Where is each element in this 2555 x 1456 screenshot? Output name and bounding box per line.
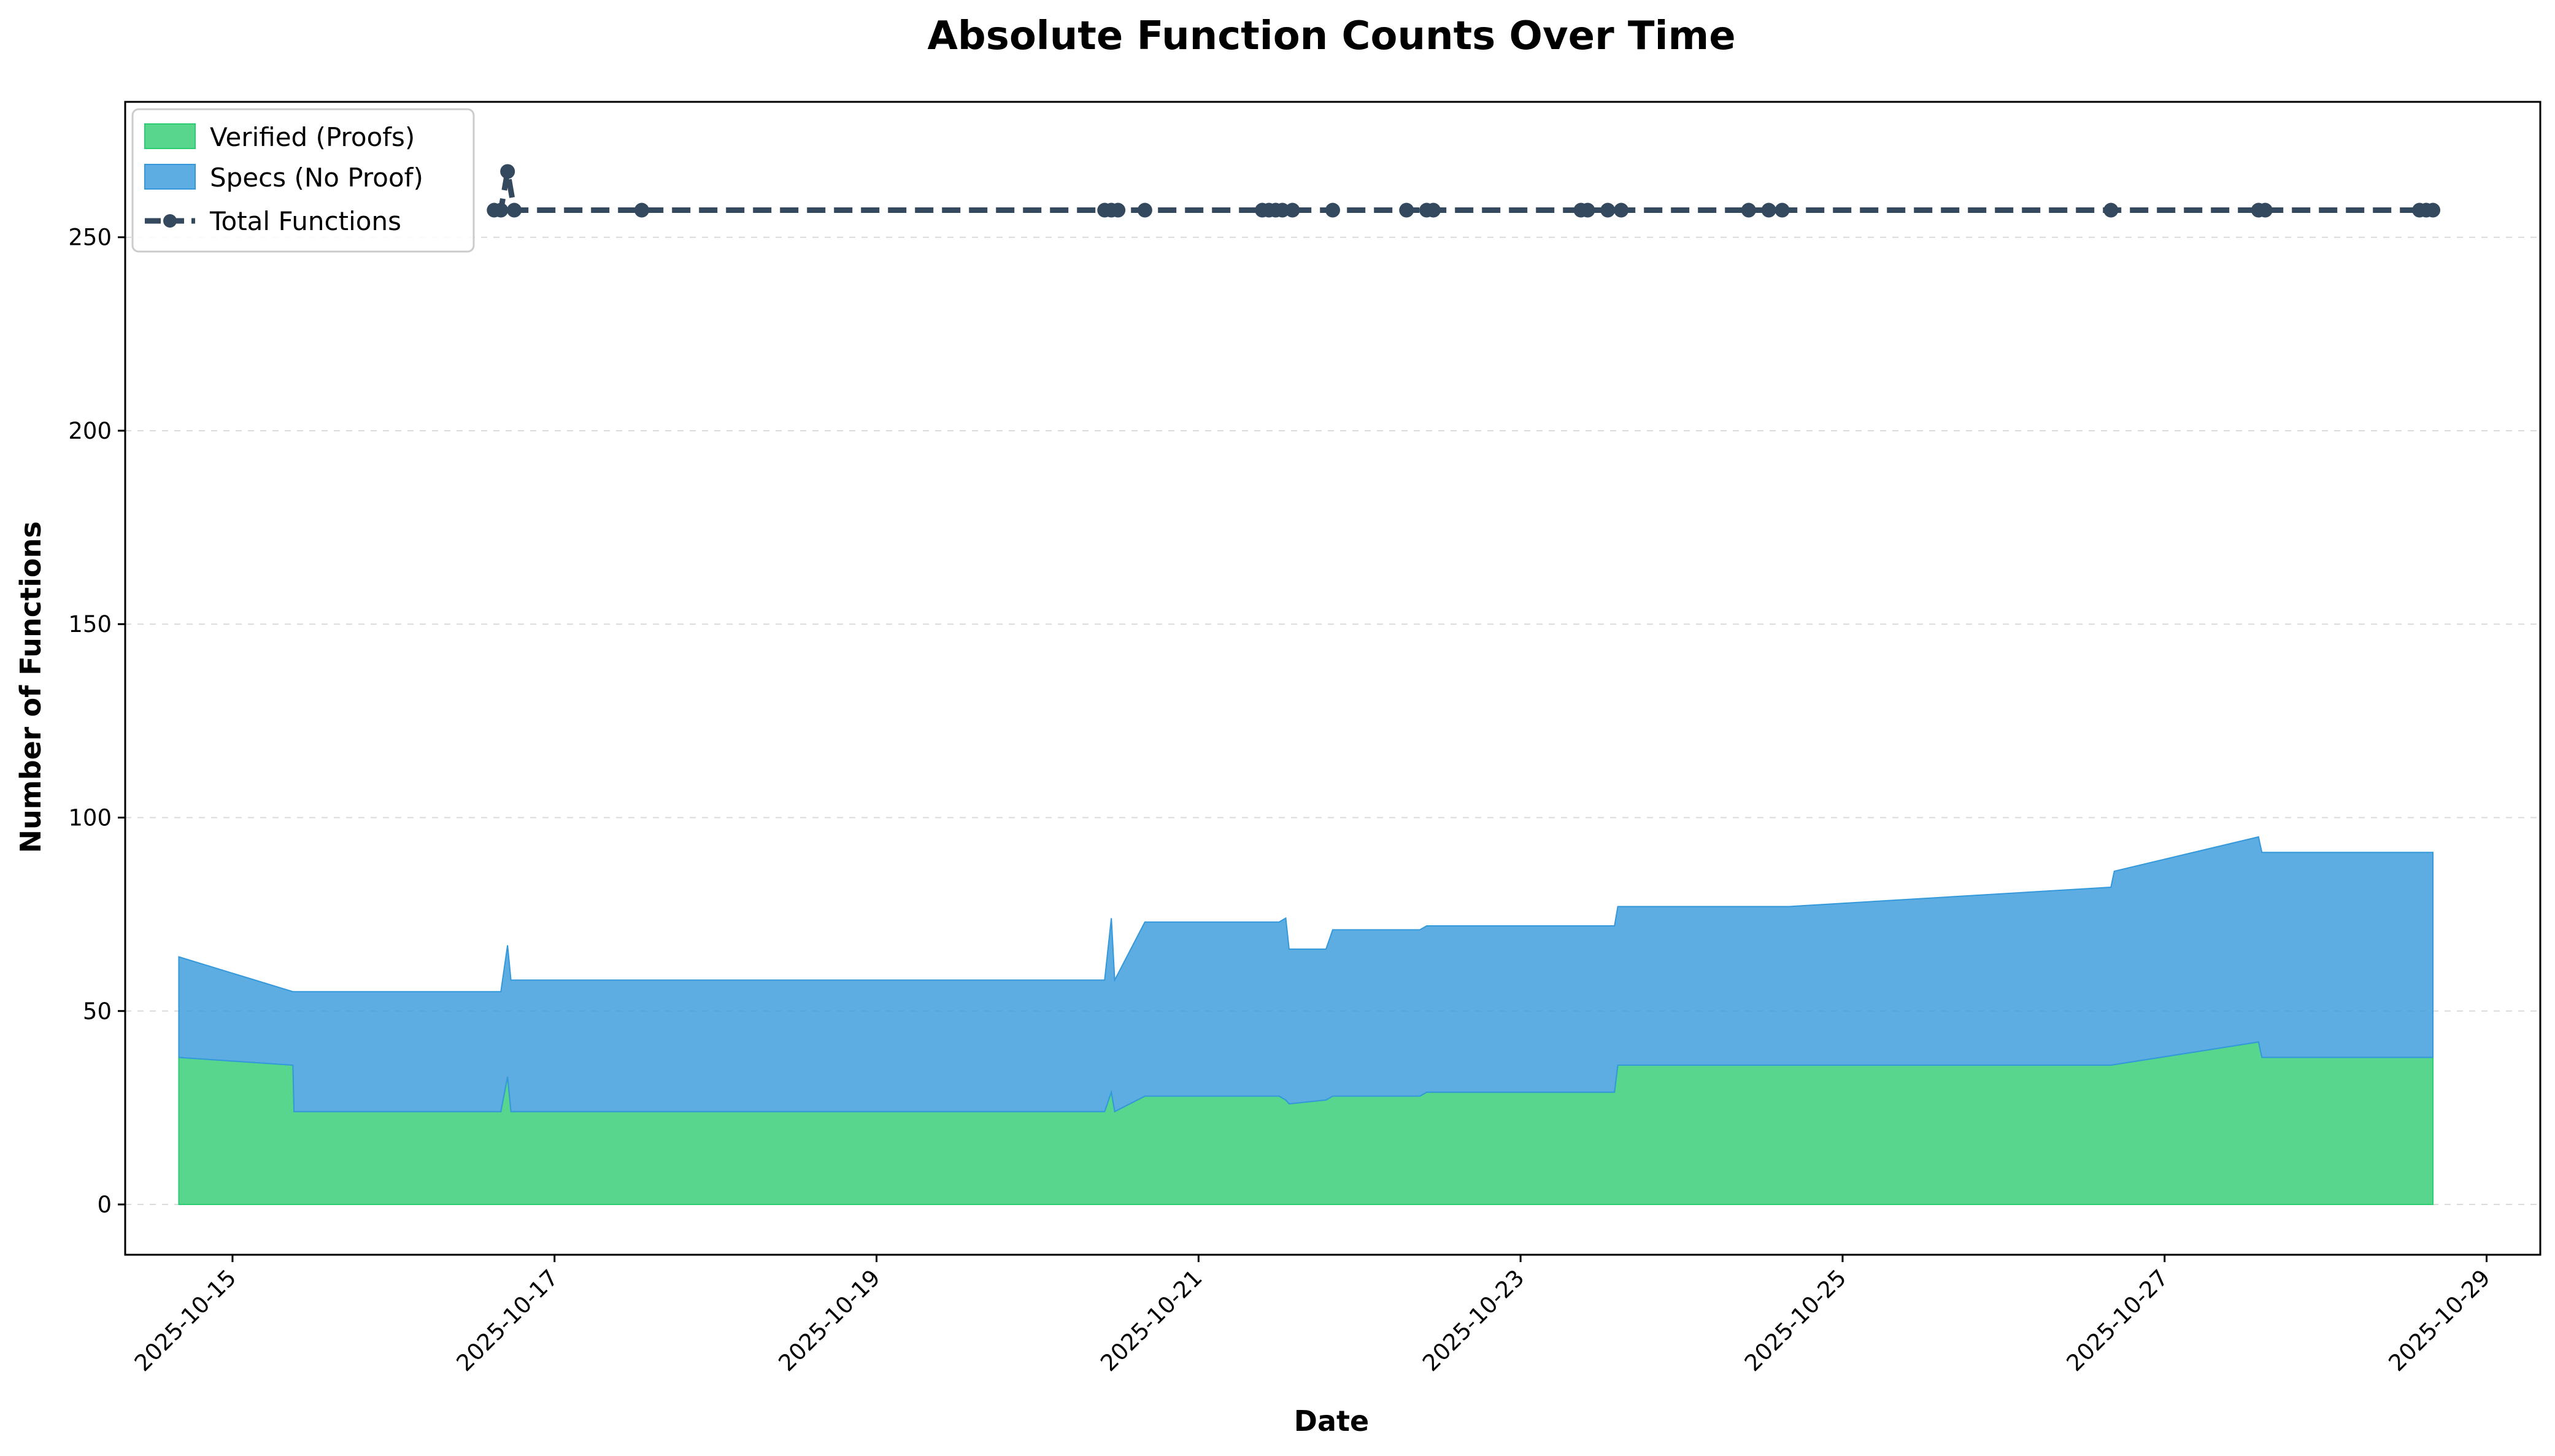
total-functions-point bbox=[2103, 202, 2119, 218]
total-functions-point bbox=[500, 164, 515, 179]
chart-title: Absolute Function Counts Over Time bbox=[927, 13, 1735, 59]
area-specs bbox=[178, 836, 2434, 1113]
total-functions-point bbox=[1775, 202, 1790, 218]
legend-frame bbox=[131, 108, 475, 253]
total-functions-point bbox=[1426, 202, 1441, 218]
legend-label-specs: Specs (No Proof) bbox=[210, 163, 423, 193]
legend-marker-total bbox=[163, 214, 177, 228]
y-axis-ticks: 0 50 100 150 200 250 bbox=[68, 225, 125, 1218]
total-functions-point bbox=[1111, 202, 1126, 218]
total-functions-point bbox=[1137, 202, 1152, 218]
y-tick-label: 200 bbox=[68, 418, 112, 444]
y-axis-label: Number of Functions bbox=[14, 521, 47, 853]
total-functions-point bbox=[1600, 202, 1616, 218]
legend-swatch-verified bbox=[144, 123, 196, 149]
total-functions-point bbox=[2426, 202, 2441, 218]
legend-swatch-specs bbox=[144, 164, 196, 190]
legend: Verified (Proofs) Specs (No Proof) Total… bbox=[131, 108, 475, 253]
area-layer bbox=[178, 836, 2434, 1206]
total-functions-point bbox=[1580, 202, 1595, 218]
total-functions-point bbox=[1614, 202, 1629, 218]
total-functions-point bbox=[2257, 202, 2273, 218]
line-layer bbox=[487, 164, 2441, 218]
total-functions-point bbox=[1275, 202, 1290, 218]
y-tick-label: 150 bbox=[68, 611, 112, 637]
total-functions-point bbox=[1761, 202, 1776, 218]
y-tick-label: 250 bbox=[68, 225, 112, 251]
plot-frame bbox=[124, 101, 2542, 1256]
total-functions-point bbox=[1325, 202, 1340, 218]
total-functions-point bbox=[1741, 202, 1756, 218]
total-functions-point bbox=[493, 202, 509, 218]
x-axis-label: Date bbox=[1294, 1404, 1369, 1438]
legend-label-verified: Verified (Proofs) bbox=[210, 122, 415, 152]
total-functions-point bbox=[634, 202, 649, 218]
total-functions-point bbox=[1399, 202, 1414, 218]
total-functions-point bbox=[507, 202, 522, 218]
y-tick-label: 100 bbox=[68, 804, 112, 831]
y-tick-label: 50 bbox=[83, 998, 112, 1025]
legend-label-total: Total Functions bbox=[209, 206, 401, 236]
total-functions-point bbox=[1285, 202, 1300, 218]
y-tick-label: 0 bbox=[97, 1192, 112, 1218]
